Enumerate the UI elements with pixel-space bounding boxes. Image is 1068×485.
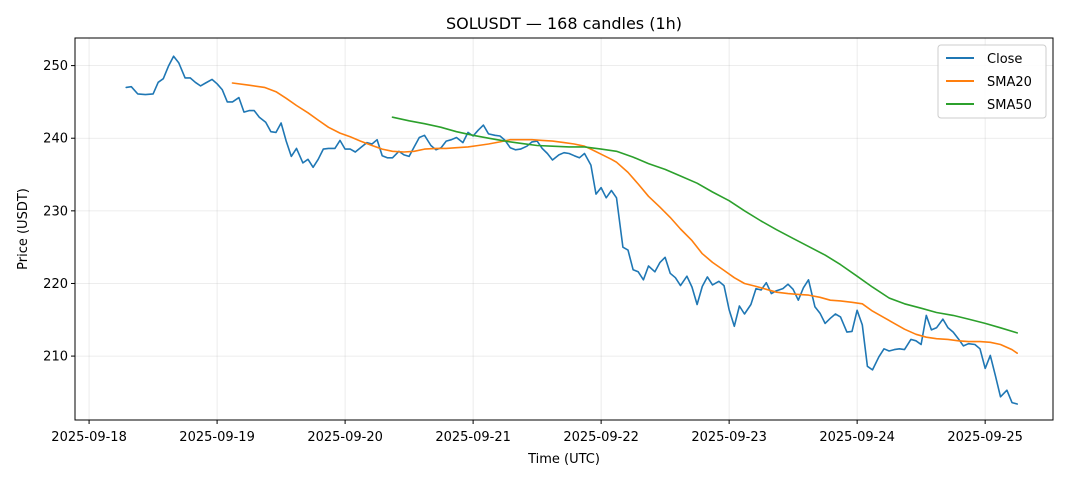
y-axis-label: Price (USDT) [16, 188, 31, 270]
x-tick-label: 2025-09-24 [819, 430, 895, 445]
y-axis: 210 220 230 240 250 [43, 59, 75, 365]
y-tick-label: 230 [43, 204, 68, 219]
x-tick-label: 2025-09-20 [307, 430, 383, 445]
y-tick-label: 210 [43, 350, 68, 365]
grid [75, 38, 1053, 420]
series-line-sma50 [391, 116, 1019, 334]
x-tick-label: 2025-09-18 [51, 430, 127, 445]
legend-close-label: Close [987, 52, 1022, 67]
x-tick-label: 2025-09-19 [179, 430, 255, 445]
x-tick-label: 2025-09-25 [947, 430, 1023, 445]
y-tick-label: 250 [43, 59, 68, 74]
series-line-close [125, 55, 1019, 405]
x-axis-label: Time (UTC) [527, 452, 600, 467]
plot-frame [74, 37, 1054, 421]
x-tick-label: 2025-09-21 [435, 430, 511, 445]
series-line-sma20 [231, 82, 1019, 355]
y-tick-label: 220 [43, 277, 68, 292]
legend-sma50-label: SMA50 [987, 98, 1032, 113]
chart-title: SOLUSDT — 168 candles (1h) [446, 14, 682, 33]
y-tick-label: 240 [43, 132, 68, 147]
series-lines [125, 55, 1019, 405]
x-axis: 2025-09-18 2025-09-19 2025-09-20 2025-09-21… [51, 420, 1023, 445]
legend-frame [937, 44, 1047, 119]
legend: Close SMA20 SMA50 [937, 44, 1047, 119]
x-tick-label: 2025-09-22 [563, 430, 639, 445]
legend-sma20-label: SMA20 [987, 75, 1032, 90]
x-tick-label: 2025-09-23 [691, 430, 767, 445]
